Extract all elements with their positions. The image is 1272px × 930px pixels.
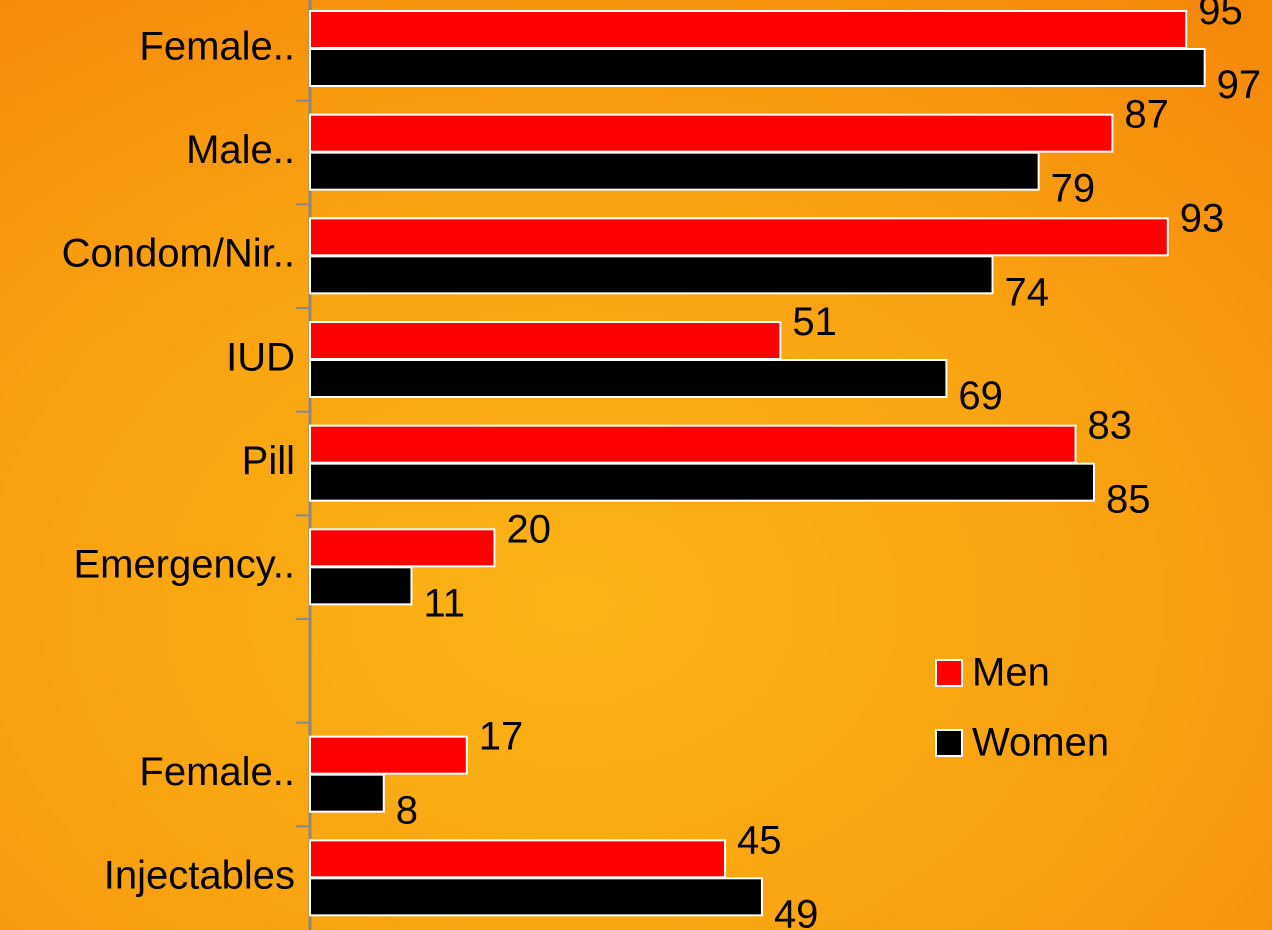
data-label: 97	[1217, 63, 1262, 107]
y-tick-label: Female..	[139, 24, 295, 68]
legend-label: Men	[972, 651, 1050, 695]
y-tick-label: Pill	[242, 439, 295, 483]
data-label: 17	[479, 715, 524, 759]
y-tick-label: Condom/Nir..	[62, 232, 295, 276]
bar	[309, 10, 1188, 49]
data-label: 87	[1124, 93, 1169, 137]
bar	[309, 359, 948, 398]
bar	[309, 255, 994, 295]
bar	[309, 113, 1114, 153]
data-label: 45	[737, 818, 782, 862]
bar	[309, 462, 1095, 502]
bar	[309, 151, 1040, 191]
legend-label: Women	[972, 721, 1109, 765]
bar	[309, 321, 782, 360]
bar	[309, 877, 763, 917]
bar	[309, 48, 1206, 87]
data-label: 8	[396, 789, 418, 833]
data-label: 83	[1088, 404, 1133, 448]
data-label: 85	[1106, 478, 1151, 522]
bar	[309, 217, 1169, 257]
data-label: 74	[1005, 270, 1050, 314]
legend-swatch	[935, 729, 963, 757]
data-label: 51	[792, 300, 837, 344]
data-label: 49	[774, 892, 819, 930]
y-tick-label: Injectables	[104, 854, 295, 898]
bar	[309, 528, 496, 568]
bar	[309, 773, 385, 813]
y-tick-label: Emergency..	[73, 543, 295, 587]
y-tick-label: Male..	[186, 128, 295, 172]
legend-swatch	[935, 659, 963, 687]
bar	[309, 735, 468, 775]
y-tick-label: Female..	[139, 750, 295, 794]
data-label: 69	[958, 374, 1003, 418]
bar	[309, 566, 413, 606]
data-label: 20	[506, 507, 551, 551]
data-label: 95	[1198, 0, 1243, 33]
y-tick-label: IUD	[226, 335, 295, 379]
data-label: 93	[1180, 196, 1225, 240]
bar	[309, 424, 1077, 464]
data-label: 11	[423, 581, 465, 625]
bar	[309, 839, 727, 879]
data-label: 79	[1051, 167, 1096, 211]
